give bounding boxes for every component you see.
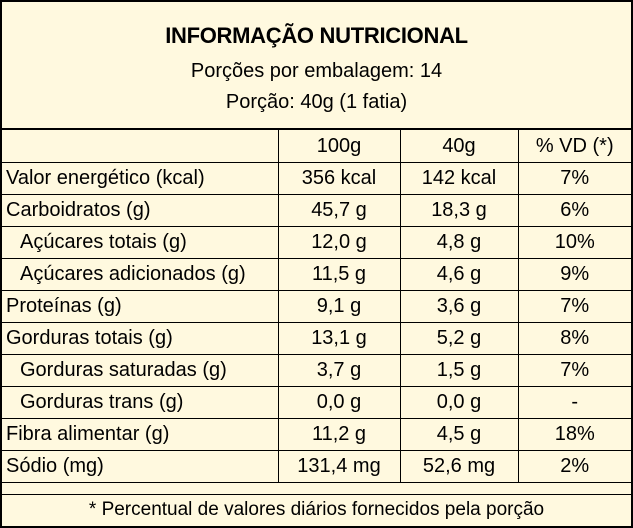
daily-value-percent: 7% (517, 161, 631, 195)
serving-size: Porção: 40g (1 fatia) (225, 91, 408, 113)
value-per-100g: 12,0 g (277, 225, 401, 259)
nutrient-row: Açúcares adicionados (g) 11,5 g 4,6 g 9% (2, 257, 631, 291)
value-per-100g: 9,1 g (277, 289, 401, 323)
nutrient-name: Valor energético (kcal) (2, 161, 279, 195)
value-per-40g: 3,6 g (399, 289, 519, 323)
value-per-100g: 13,1 g (277, 321, 401, 355)
value-per-40g: 4,8 g (399, 225, 519, 259)
value-per-100g: 356 kcal (277, 161, 401, 195)
nutrient-row: Sódio (mg) 131,4 mg 52,6 mg 2% (2, 449, 631, 483)
value-per-100g: 3,7 g (277, 353, 401, 387)
servings-per-package: Porções por embalagem: 14 (190, 60, 443, 82)
nutrient-row: Gorduras trans (g) 0,0 g 0,0 g- (2, 385, 631, 419)
label-title: INFORMAÇÃO NUTRICIONAL (165, 23, 468, 48)
nutrient-name: Gorduras trans (g) (2, 385, 279, 419)
daily-value-percent: 6% (517, 193, 631, 227)
daily-value-percent: 7% (517, 353, 631, 387)
column-header-vd: % VD (*) (517, 130, 631, 163)
nutrient-name: Açúcares adicionados (g) (2, 257, 279, 291)
nutrient-row: Proteínas (g) 9,1 g 3,6 g 7% (2, 289, 631, 323)
nutrient-name: Sódio (mg) (2, 449, 279, 483)
nutrient-name: Gorduras totais (g) (2, 321, 279, 355)
column-header-row: 100g 40g % VD (*) (2, 130, 631, 163)
nutrient-row: Açúcares totais (g) 12,0 g 4,8 g 10% (2, 225, 631, 259)
value-per-40g: 1,5 g (399, 353, 519, 387)
nutrient-row: Valor energético (kcal) 356 kcal 142 kcal 7… (2, 161, 631, 195)
nutrient-row: Fibra alimentar (g) 11,2 g 4,5 g 18% (2, 417, 631, 451)
nutrition-table: 100g 40g % VD (*) Valor energético (kcal… (2, 130, 631, 483)
daily-value-percent: 8% (517, 321, 631, 355)
value-per-40g: 0,0 g (399, 385, 519, 419)
value-per-100g: 11,2 g (277, 417, 401, 451)
nutrient-name: Gorduras saturadas (g) (2, 353, 279, 387)
value-per-40g: 52,6 mg (399, 449, 519, 483)
daily-value-percent: - (517, 385, 631, 419)
nutrient-name: Açúcares totais (g) (2, 225, 279, 259)
value-per-40g: 4,6 g (399, 257, 519, 291)
value-per-40g: 18,3 g (399, 193, 519, 227)
daily-value-percent: 9% (517, 257, 631, 291)
nutrient-row: Carboidratos (g) 45,7 g 18,3 g 6% (2, 193, 631, 227)
nutrient-name: Carboidratos (g) (2, 193, 279, 227)
footnote: * Percentual de valores diários fornecid… (2, 494, 631, 526)
nutrient-name: Proteínas (g) (2, 289, 279, 323)
nutrient-row: Gorduras totais (g) 13,1 g 5,2 g 8% (2, 321, 631, 355)
nutrient-name: Fibra alimentar (g) (2, 417, 279, 451)
nutrient-row: Gorduras saturadas (g) 3,7 g 1,5 g 7% (2, 353, 631, 387)
value-per-40g: 5,2 g (399, 321, 519, 355)
value-per-100g: 131,4 mg (277, 449, 401, 483)
column-header-nutrient (2, 130, 279, 163)
daily-value-percent: 2% (517, 449, 631, 483)
value-per-40g: 4,5 g (399, 417, 519, 451)
daily-value-percent: 7% (517, 289, 631, 323)
column-header-40g: 40g (399, 130, 519, 163)
value-per-40g: 142 kcal (399, 161, 519, 195)
column-header-100g: 100g (277, 130, 401, 163)
label-header: INFORMAÇÃO NUTRICIONAL Porções por embal… (2, 2, 631, 130)
value-per-100g: 45,7 g (277, 193, 401, 227)
value-per-100g: 0,0 g (277, 385, 401, 419)
value-per-100g: 11,5 g (277, 257, 401, 291)
daily-value-percent: 18% (517, 417, 631, 451)
daily-value-percent: 10% (517, 225, 631, 259)
